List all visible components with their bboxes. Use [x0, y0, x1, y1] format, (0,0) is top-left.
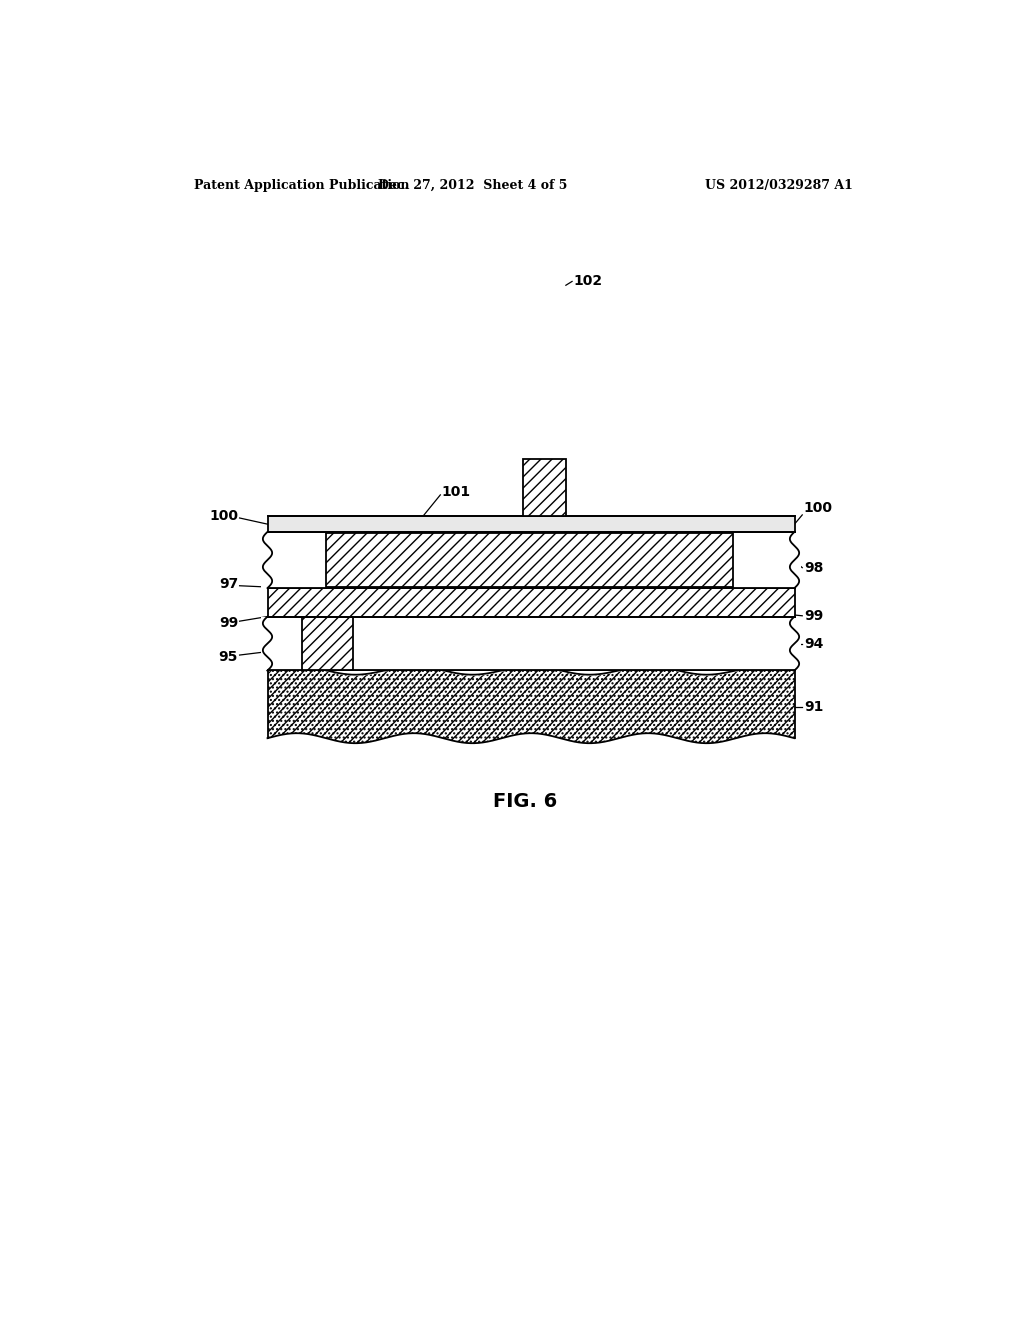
Bar — [326, 533, 732, 586]
Text: US 2012/0329287 A1: US 2012/0329287 A1 — [705, 178, 853, 191]
Bar — [523, 459, 566, 516]
Text: Patent Application Publication: Patent Application Publication — [194, 178, 410, 191]
Bar — [261, 532, 801, 589]
Text: 100: 100 — [804, 500, 833, 515]
Bar — [267, 589, 795, 616]
Text: FIG. 6: FIG. 6 — [493, 792, 557, 810]
Text: 98: 98 — [804, 561, 823, 574]
Text: 95: 95 — [219, 651, 238, 664]
Bar — [267, 671, 795, 743]
Bar — [267, 671, 795, 743]
Text: 99: 99 — [804, 609, 823, 623]
Text: 97: 97 — [219, 577, 238, 591]
Text: 102: 102 — [573, 275, 603, 288]
Text: 94: 94 — [804, 636, 823, 651]
Text: 99: 99 — [219, 615, 238, 630]
Bar — [267, 516, 795, 532]
Bar — [302, 616, 352, 671]
Text: 101: 101 — [442, 484, 471, 499]
Text: 91: 91 — [804, 700, 823, 714]
Bar — [261, 616, 801, 671]
Text: 100: 100 — [209, 510, 238, 524]
Text: Dec. 27, 2012  Sheet 4 of 5: Dec. 27, 2012 Sheet 4 of 5 — [378, 178, 567, 191]
Bar — [267, 589, 795, 616]
Bar — [267, 671, 795, 743]
